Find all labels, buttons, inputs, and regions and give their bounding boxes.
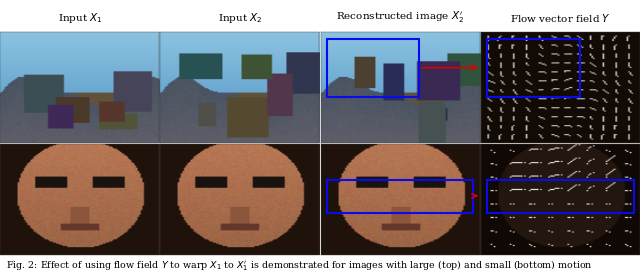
Bar <box>327 180 474 213</box>
Text: Flow vector field $Y$: Flow vector field $Y$ <box>509 12 611 24</box>
Text: Input $X_2$: Input $X_2$ <box>218 11 262 25</box>
Text: Input $X_1$: Input $X_1$ <box>58 11 102 25</box>
Bar <box>487 180 634 213</box>
Bar <box>327 39 419 97</box>
Bar <box>487 39 580 97</box>
Text: Reconstructed image $X_2^{\prime}$: Reconstructed image $X_2^{\prime}$ <box>336 10 464 25</box>
Text: Fig. 2: Effect of using flow field $Y$ to warp $X_1$ to $X_1^{\prime}$ is demons: Fig. 2: Effect of using flow field $Y$ t… <box>6 259 593 273</box>
